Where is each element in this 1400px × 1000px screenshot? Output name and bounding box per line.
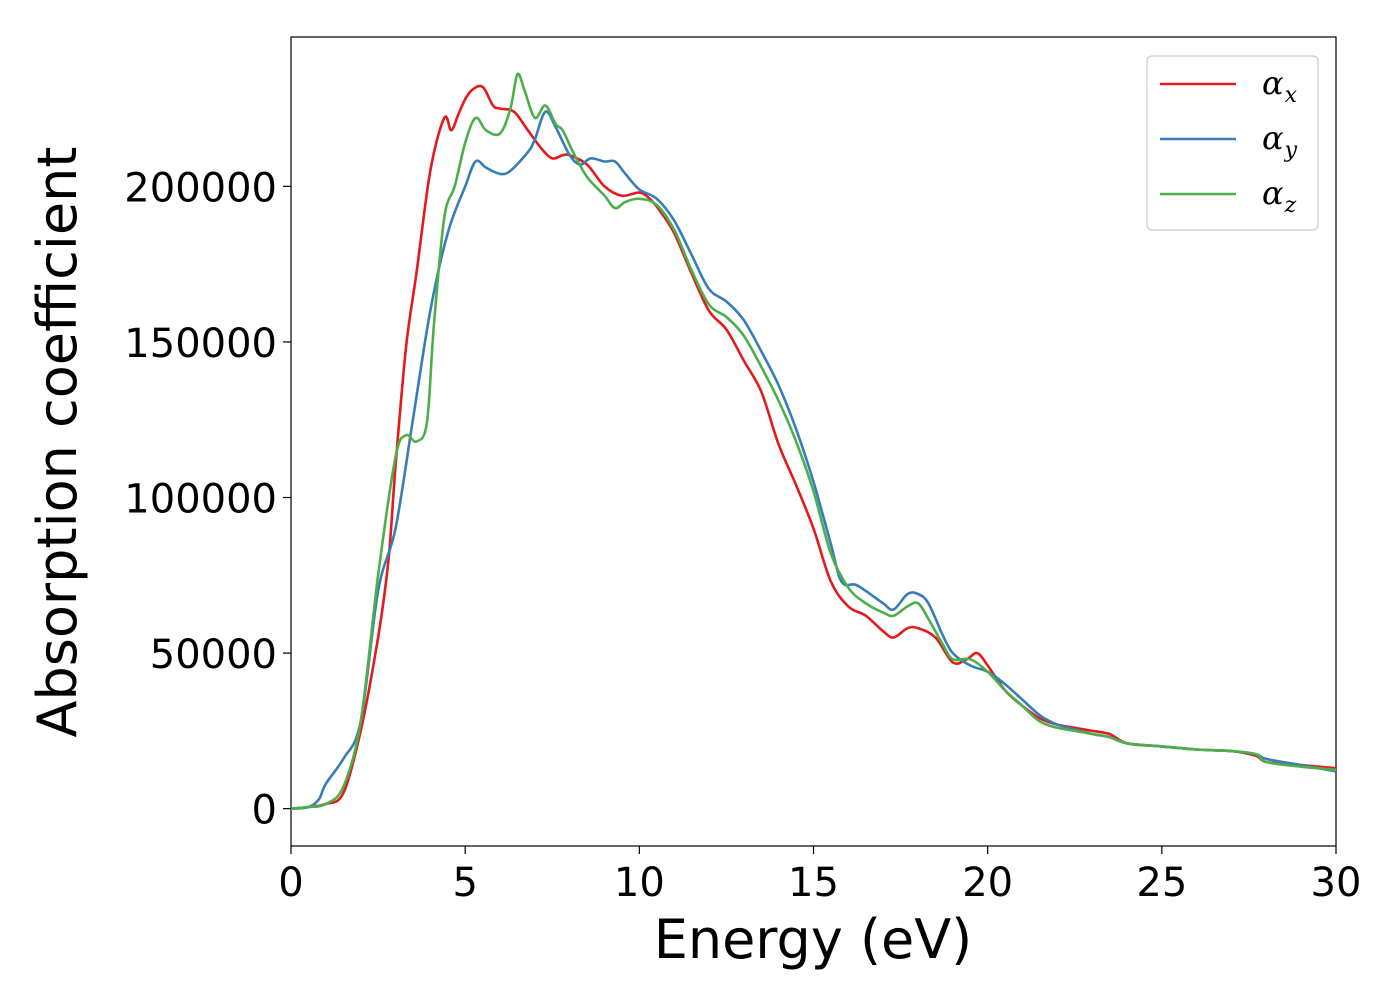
legend-box	[1146, 55, 1319, 231]
legend-subscript: z	[1284, 193, 1297, 218]
y-tick-label: 150000	[124, 321, 277, 367]
y-axis-ticks: 0 50000 100000 150000 200000	[124, 165, 291, 834]
x-axis-label: Energy (eV)	[654, 908, 973, 971]
series-layer	[290, 72, 1337, 810]
legend-label-x: αx	[1262, 64, 1298, 108]
x-tick-label: 20	[962, 860, 1013, 906]
y-tick-label: 100000	[124, 477, 277, 523]
series-line-y	[290, 110, 1337, 810]
x-tick-label: 10	[614, 860, 665, 906]
series-line-z	[290, 72, 1337, 810]
x-tick-label: 0	[278, 860, 303, 906]
y-tick-label: 50000	[150, 632, 277, 678]
x-tick-label: 25	[1136, 860, 1187, 906]
x-tick-label: 30	[1311, 860, 1362, 906]
y-tick-label: 0	[252, 788, 277, 834]
legend-label-y: αy	[1262, 119, 1298, 163]
legend-subscript: y	[1284, 138, 1298, 163]
x-tick-label: 5	[452, 860, 477, 906]
y-tick-label: 200000	[124, 165, 277, 211]
x-axis-ticks: 0 5 10 15 20 25 30	[278, 846, 1361, 906]
legend-subscript: x	[1285, 83, 1298, 108]
y-axis-label: Absorption coefficient	[26, 147, 89, 738]
x-tick-label: 15	[788, 860, 839, 906]
